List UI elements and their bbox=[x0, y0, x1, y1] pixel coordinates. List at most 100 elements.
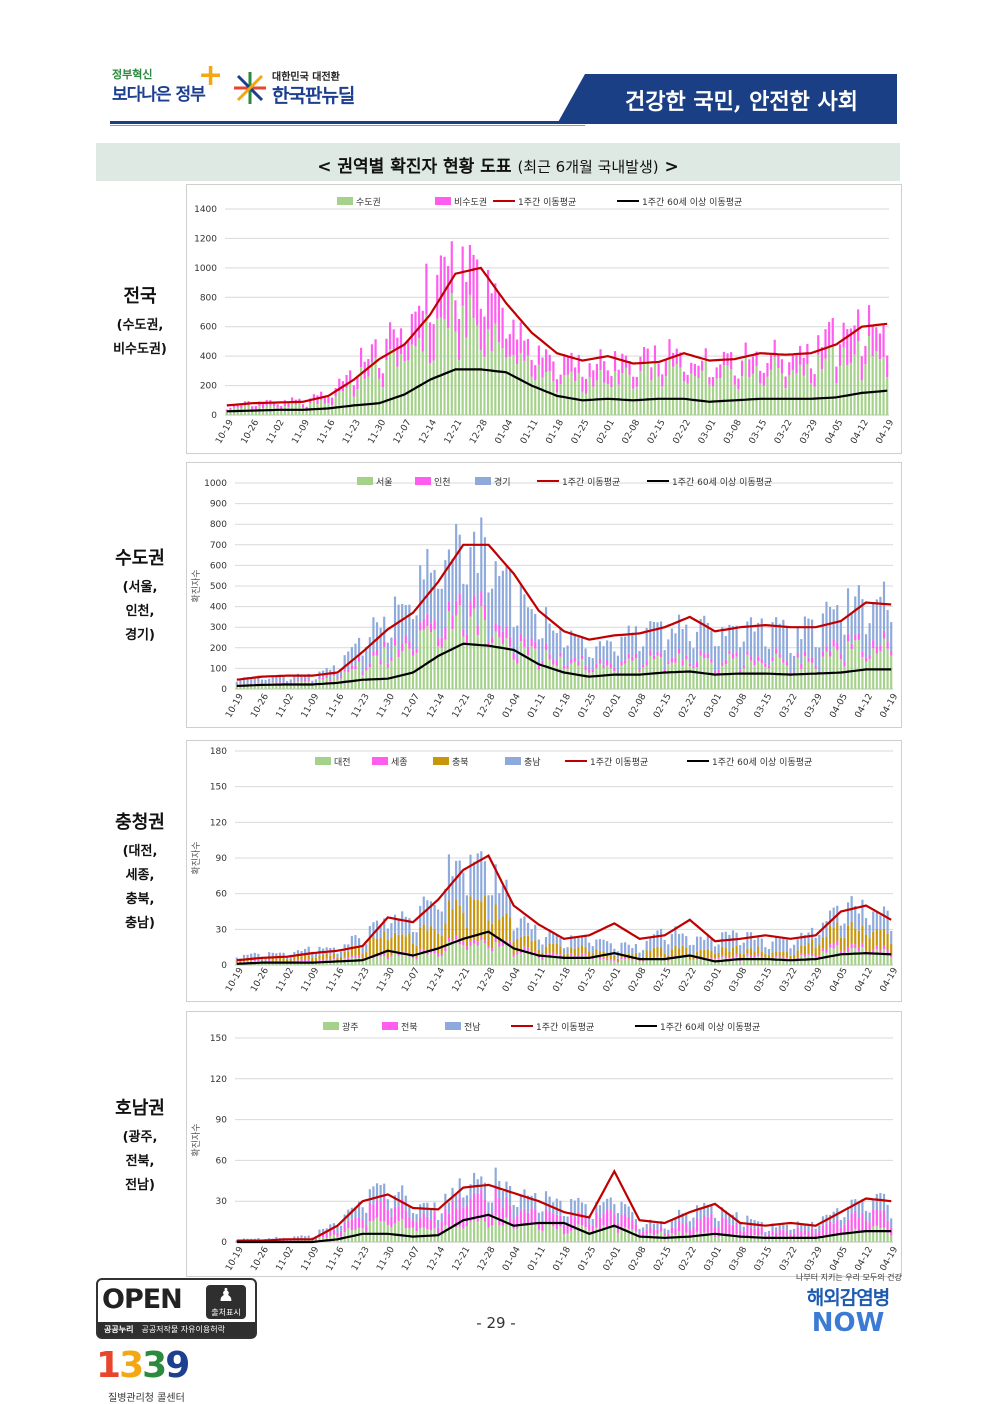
bar-magenta bbox=[272, 681, 274, 682]
bar-blue bbox=[689, 945, 691, 954]
bar-magenta bbox=[628, 1217, 630, 1229]
bar-magenta bbox=[763, 373, 765, 386]
bar-magenta bbox=[748, 359, 750, 377]
bar-magenta bbox=[596, 364, 598, 380]
bar-green bbox=[393, 349, 395, 415]
bar-mustard bbox=[822, 937, 824, 948]
bar-magenta bbox=[694, 364, 696, 376]
bar-magenta bbox=[824, 329, 826, 358]
bar-magenta bbox=[883, 946, 885, 949]
1339-digits: 1339 bbox=[96, 1345, 188, 1386]
bar-blue bbox=[318, 1230, 320, 1235]
bar-green bbox=[850, 363, 852, 415]
bar-magenta bbox=[541, 958, 543, 960]
bar-green bbox=[487, 648, 489, 689]
bar-green bbox=[595, 668, 597, 689]
bar-green bbox=[574, 1230, 576, 1242]
bar-magenta bbox=[454, 300, 456, 331]
y-tick-label: 30 bbox=[216, 1197, 228, 1207]
bar-magenta bbox=[811, 657, 813, 663]
bar-blue bbox=[459, 860, 461, 905]
bar-magenta bbox=[451, 1201, 453, 1225]
bar-blue bbox=[667, 639, 669, 661]
bar-green bbox=[356, 389, 358, 415]
bar-magenta bbox=[302, 404, 304, 407]
bar-blue bbox=[423, 897, 425, 925]
bar-magenta bbox=[807, 1231, 809, 1237]
bar-magenta bbox=[480, 309, 482, 350]
bar-green bbox=[882, 357, 884, 415]
bar-magenta bbox=[782, 1230, 784, 1237]
x-tick-label: 02-08 bbox=[621, 418, 643, 446]
bar-mustard bbox=[462, 913, 464, 942]
legend-swatch bbox=[372, 757, 388, 765]
bar-magenta bbox=[243, 683, 245, 684]
bar-magenta bbox=[527, 339, 529, 356]
bar-green bbox=[589, 377, 591, 415]
bar-green bbox=[739, 1238, 741, 1242]
bar-magenta bbox=[462, 941, 464, 945]
bar-mustard bbox=[674, 945, 676, 956]
bar-magenta bbox=[682, 660, 684, 665]
bar-green bbox=[614, 371, 616, 415]
bar-magenta bbox=[766, 363, 768, 377]
bar-magenta bbox=[408, 1217, 410, 1228]
bar-green bbox=[667, 664, 669, 689]
x-tick-label: 03-22 bbox=[778, 692, 800, 720]
bar-green bbox=[538, 670, 540, 689]
bar-blue bbox=[617, 1213, 619, 1223]
bar-blue bbox=[444, 889, 446, 923]
bar-magenta bbox=[255, 406, 257, 409]
bar-blue bbox=[692, 648, 694, 665]
x-tick-label: 02-01 bbox=[602, 1245, 624, 1273]
bar-blue bbox=[789, 948, 791, 956]
bar-magenta bbox=[577, 1212, 579, 1225]
bar-mustard bbox=[293, 957, 295, 961]
x-tick-label: 02-22 bbox=[677, 966, 699, 994]
bar-magenta bbox=[513, 955, 515, 957]
bar-green bbox=[833, 647, 835, 689]
bar-green bbox=[411, 345, 413, 415]
bar-magenta bbox=[741, 361, 743, 377]
bar-green bbox=[394, 646, 396, 689]
bar-magenta bbox=[523, 638, 525, 647]
bar-mustard bbox=[710, 951, 712, 959]
bar-mustard bbox=[789, 956, 791, 959]
bar-mustard bbox=[398, 935, 400, 954]
bar-green bbox=[610, 387, 612, 415]
bar-mustard bbox=[401, 934, 403, 951]
bar-green bbox=[710, 663, 712, 689]
bar-green bbox=[567, 668, 569, 689]
bar-blue bbox=[890, 622, 892, 651]
bar-blue bbox=[308, 1236, 310, 1239]
x-tick-label: 10-19 bbox=[224, 692, 246, 720]
bar-magenta bbox=[362, 1219, 364, 1228]
bar-green bbox=[412, 958, 414, 965]
bar-green bbox=[462, 945, 464, 965]
bar-green bbox=[401, 1219, 403, 1242]
bar-green bbox=[705, 358, 707, 415]
bar-green bbox=[523, 1226, 525, 1242]
bar-magenta bbox=[459, 593, 461, 605]
bar-magenta bbox=[534, 642, 536, 649]
bar-blue bbox=[869, 623, 871, 655]
bar-mustard bbox=[405, 936, 407, 952]
bar-green bbox=[541, 1231, 543, 1242]
bar-magenta bbox=[473, 595, 475, 608]
bar-blue bbox=[516, 928, 518, 939]
bar-green bbox=[423, 952, 425, 965]
bar-blue bbox=[840, 1220, 842, 1227]
bar-magenta bbox=[750, 956, 752, 958]
bar-green bbox=[336, 680, 338, 689]
bar-magenta bbox=[491, 948, 493, 951]
bar-green bbox=[513, 660, 515, 689]
bar-green bbox=[854, 1229, 856, 1242]
bar-green bbox=[839, 366, 841, 415]
bar-green bbox=[599, 959, 601, 965]
x-tick-label: 02-01 bbox=[602, 692, 624, 720]
bar-blue bbox=[602, 646, 604, 665]
bar-magenta bbox=[513, 654, 515, 660]
bar-blue bbox=[833, 1212, 835, 1224]
bar-magenta bbox=[701, 361, 703, 371]
x-tick-label: 11-16 bbox=[316, 418, 338, 446]
